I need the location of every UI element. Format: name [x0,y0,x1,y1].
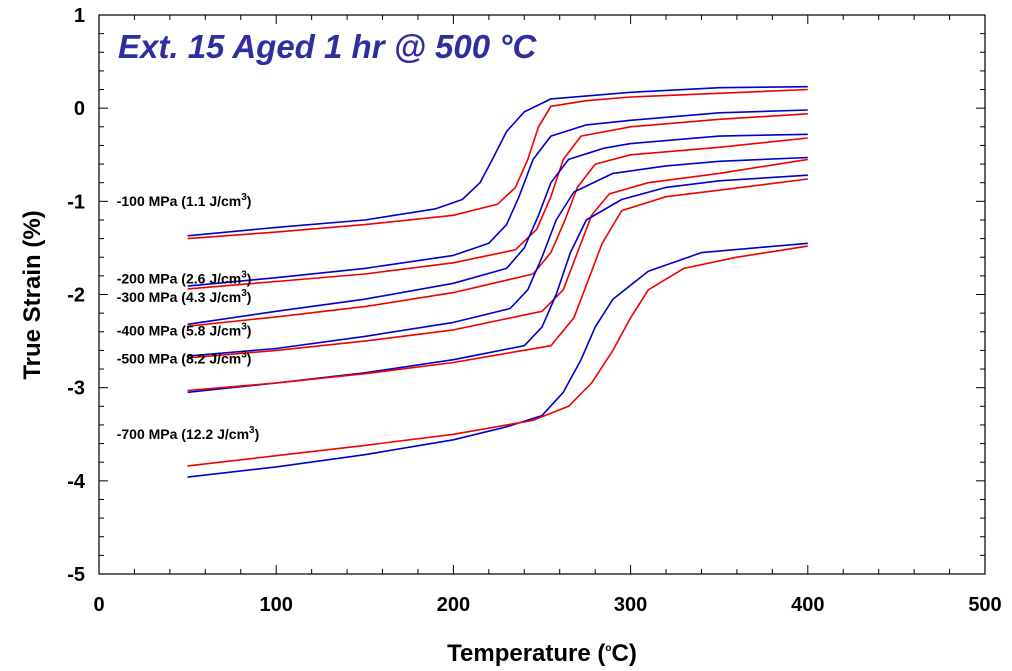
curve-annotation: -400 MPa (5.8 J/cm3) [117,321,252,338]
x-axis-title-sup: o [605,643,611,654]
series-layer [187,85,808,478]
x-axis-title: Temperature (oC) [447,640,637,667]
axis-ticks [98,14,986,575]
curve-annotation: -500 MPa (8.2 J/cm3) [117,349,252,366]
x-tick-label: 200 [437,594,470,616]
x-tick-label: 0 [93,594,104,616]
series-line-blue [187,109,808,287]
x-tick-label: 400 [791,594,824,616]
series-line-blue [187,85,808,237]
x-tick-label: 500 [968,594,1001,616]
chart-title: Ext. 15 Aged 1 hr @ 500 °C [118,28,537,65]
series-line-blue [187,156,808,357]
series-line-red [187,88,808,240]
y-axis-title: True Strain (%) [19,210,46,379]
series-line-red [187,245,808,467]
y-tick-label: -1 [67,191,85,213]
x-tick-label: 300 [614,594,647,616]
curve-annotations: -100 MPa (1.1 J/cm3) -200 MPa (2.6 J/cm3)… [117,192,260,442]
y-tick-label: -4 [67,471,86,493]
x-axis-title-main: Temperature ( [447,640,605,667]
curve-annotation: -700 MPa (12.2 J/cm3) [117,425,260,442]
series-line-red [187,137,808,327]
x-tick-label: 100 [260,594,293,616]
y-tick-label: -3 [67,378,85,400]
y-tick-label: -5 [67,564,85,586]
series-line-blue [187,174,808,394]
curve-annotation: -300 MPa (4.3 J/cm3) [117,288,252,305]
x-axis-title-end: C) [612,640,637,667]
series-line-red [187,178,808,392]
series-line-blue [187,133,808,326]
y-tick-label: 1 [74,5,85,27]
tick-labels: 0 100 200 300 400 500 -5 -4 -3 -2 -1 0 1 [67,5,1001,616]
series-line-red [187,158,808,359]
curve-annotation: -200 MPa (2.6 J/cm3) [117,269,252,286]
series-line-red [187,113,808,290]
series-line-blue [187,242,808,478]
y-tick-label: -2 [67,285,85,307]
curve-annotation: -100 MPa (1.1 J/cm3) [117,192,252,209]
y-tick-label: 0 [74,98,85,120]
